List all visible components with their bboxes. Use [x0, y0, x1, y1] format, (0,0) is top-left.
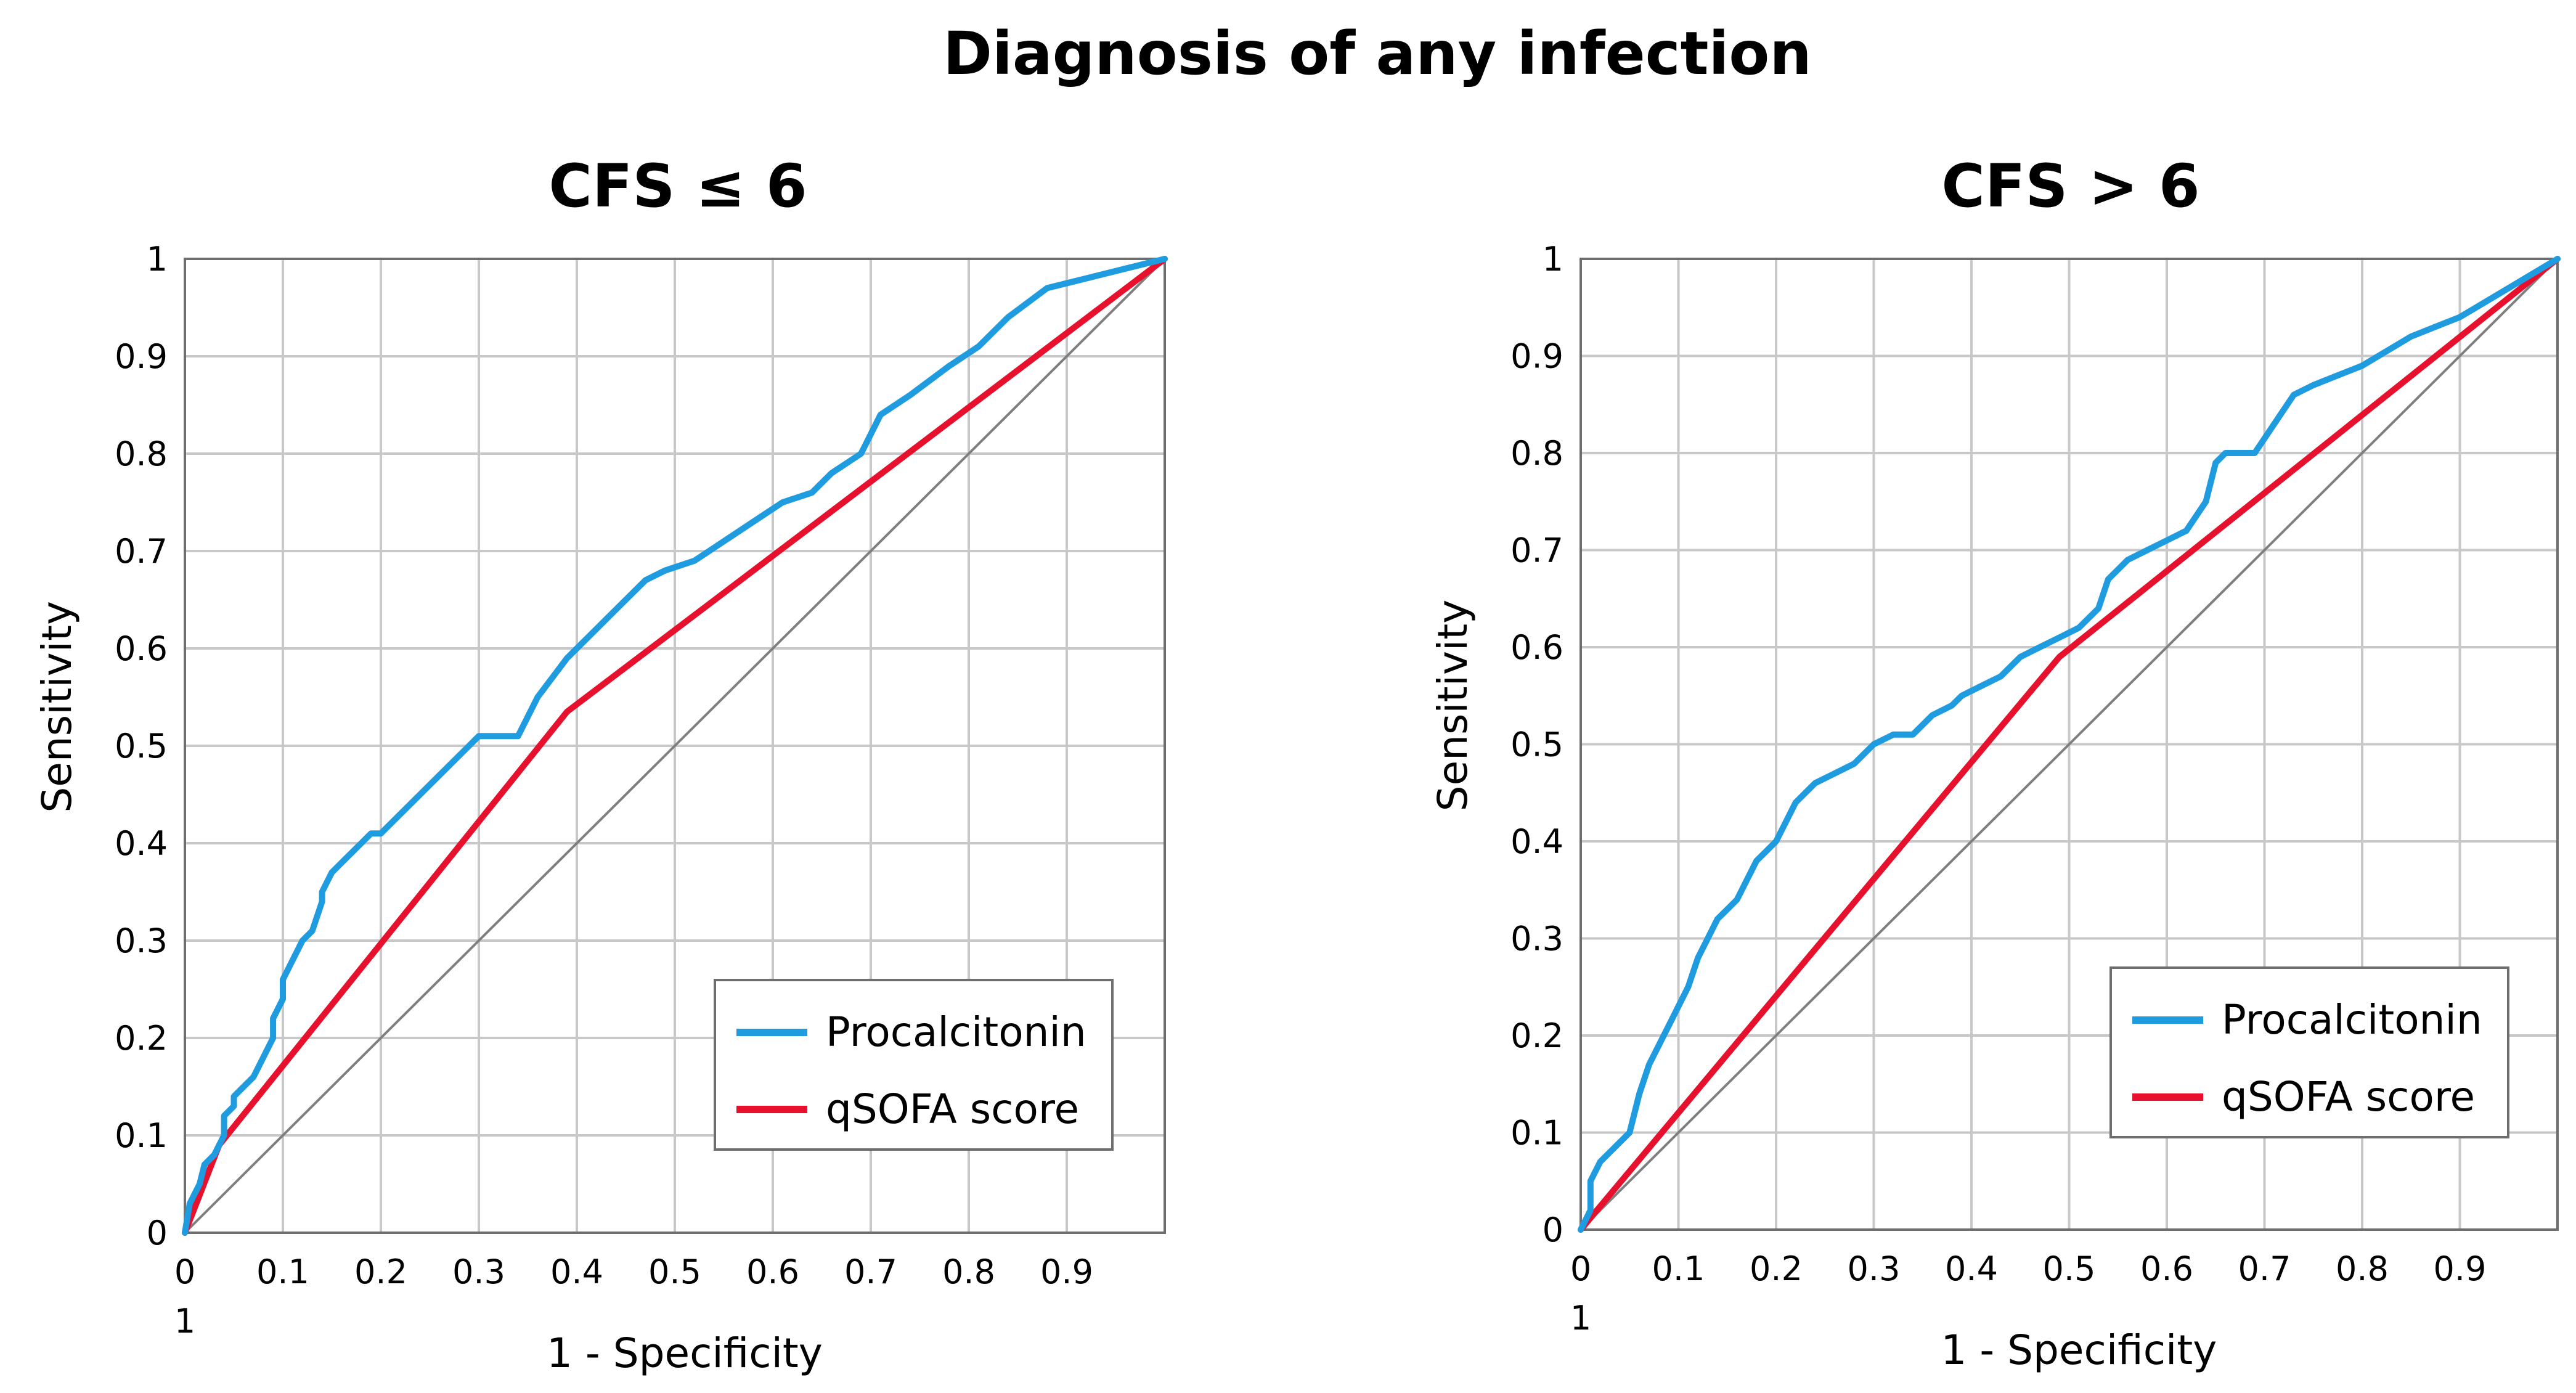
qsofa-line — [182, 256, 1168, 1236]
x-tick-label: 0.6 — [746, 1252, 799, 1291]
x-tick-label: 0.8 — [942, 1252, 995, 1291]
plot-frame — [1579, 258, 2559, 1231]
x-tick-label: 0.9 — [1040, 1252, 1093, 1291]
x-tick-label: 1 — [1570, 1299, 1591, 1338]
x-tick-label: 0.5 — [648, 1252, 701, 1291]
y-tick-label: 0.6 — [1510, 628, 1563, 667]
y-axis-label: Sensitivity — [1429, 600, 1477, 812]
x-axis-label: 1 - Specificity — [1941, 1326, 2217, 1374]
y-tick-label: 0.5 — [115, 727, 168, 766]
y-tick-label: 0.9 — [1510, 337, 1563, 376]
main-title: Diagnosis of any infection — [943, 19, 1811, 88]
legend-box — [714, 979, 1114, 1151]
x-tick-label: 0.2 — [354, 1252, 407, 1291]
panel-title: CFS ≤ 6 — [548, 152, 807, 221]
roc-chart-cfs-gt-6: CFS > 6 0 0.1 0.2 0.3 0.4 0.5 0.6 0.7 0.8 0.9 1 0 0.1… — [1429, 152, 2561, 1374]
x-tick-label: 0.1 — [256, 1252, 309, 1291]
y-tick-label: 1 — [1543, 240, 1563, 279]
legend-box — [2109, 966, 2509, 1138]
y-tick-label: 0.7 — [115, 532, 168, 571]
x-tick-label: 1 — [174, 1302, 195, 1341]
legend-label: qSOFA score — [826, 1085, 1079, 1133]
procalcitonin-line — [182, 256, 1168, 1236]
y-tick-label: 0.7 — [1510, 531, 1563, 570]
x-tick-label: 0.3 — [1848, 1249, 1901, 1288]
x-tick-label: 0.6 — [2140, 1249, 2193, 1288]
y-tick-label: 0.8 — [115, 435, 168, 473]
y-tick-label: 0.1 — [115, 1116, 168, 1155]
plot-frame — [184, 258, 1166, 1234]
reference-diagonal — [184, 258, 1166, 1234]
y-tick-label: 0.4 — [1510, 822, 1563, 861]
x-tick-label: 0.1 — [1652, 1249, 1705, 1288]
reference-diagonal — [1579, 258, 2559, 1231]
y-tick-label: 0.9 — [115, 337, 168, 376]
procalcitonin-line — [1578, 256, 2561, 1233]
y-tick-label: 0.8 — [1510, 434, 1563, 473]
x-tick-label: 0 — [1570, 1249, 1591, 1288]
roc-chart-cfs-le-6: CFS ≤ 6 0 0.1 0.2 0.3 0.4 0.5 0.6 0.7 0.8 0.9 1 0 0.1… — [33, 152, 1168, 1377]
legend-label: Procalcitonin — [2222, 996, 2482, 1044]
x-tick-label: 0 — [174, 1252, 195, 1291]
y-tick-label: 0.1 — [1510, 1114, 1563, 1153]
y-tick-label: 0.4 — [115, 824, 168, 863]
y-tick-label: 0.3 — [115, 921, 168, 960]
x-tick-label: 0.7 — [844, 1252, 897, 1291]
y-axis-label: Sensitivity — [33, 601, 81, 813]
y-tick-label: 0 — [1543, 1211, 1563, 1249]
y-tick-label: 0.2 — [1510, 1016, 1563, 1055]
x-tick-label: 0.9 — [2434, 1249, 2487, 1288]
x-axis-label: 1 - Specificity — [547, 1330, 823, 1377]
legend-label: Procalcitonin — [826, 1008, 1086, 1056]
y-tick-label: 0.6 — [115, 629, 168, 668]
x-tick-label: 0.4 — [1945, 1249, 1998, 1288]
x-tick-label: 0.4 — [550, 1252, 603, 1291]
y-tick-label: 0.3 — [1510, 920, 1563, 958]
y-tick-label: 0 — [147, 1214, 168, 1252]
x-tick-label: 0.7 — [2238, 1249, 2291, 1288]
legend-label: qSOFA score — [2222, 1073, 2475, 1121]
y-tick-label: 0.5 — [1510, 725, 1563, 764]
panel-title: CFS > 6 — [1941, 152, 2199, 221]
y-tick-label: 1 — [147, 240, 168, 279]
y-tick-label: 0.2 — [115, 1019, 168, 1058]
x-tick-label: 0.8 — [2336, 1249, 2389, 1288]
x-tick-label: 0.2 — [1750, 1249, 1803, 1288]
qsofa-line — [1578, 256, 2561, 1233]
x-tick-label: 0.5 — [2043, 1249, 2096, 1288]
x-tick-label: 0.3 — [452, 1252, 505, 1291]
